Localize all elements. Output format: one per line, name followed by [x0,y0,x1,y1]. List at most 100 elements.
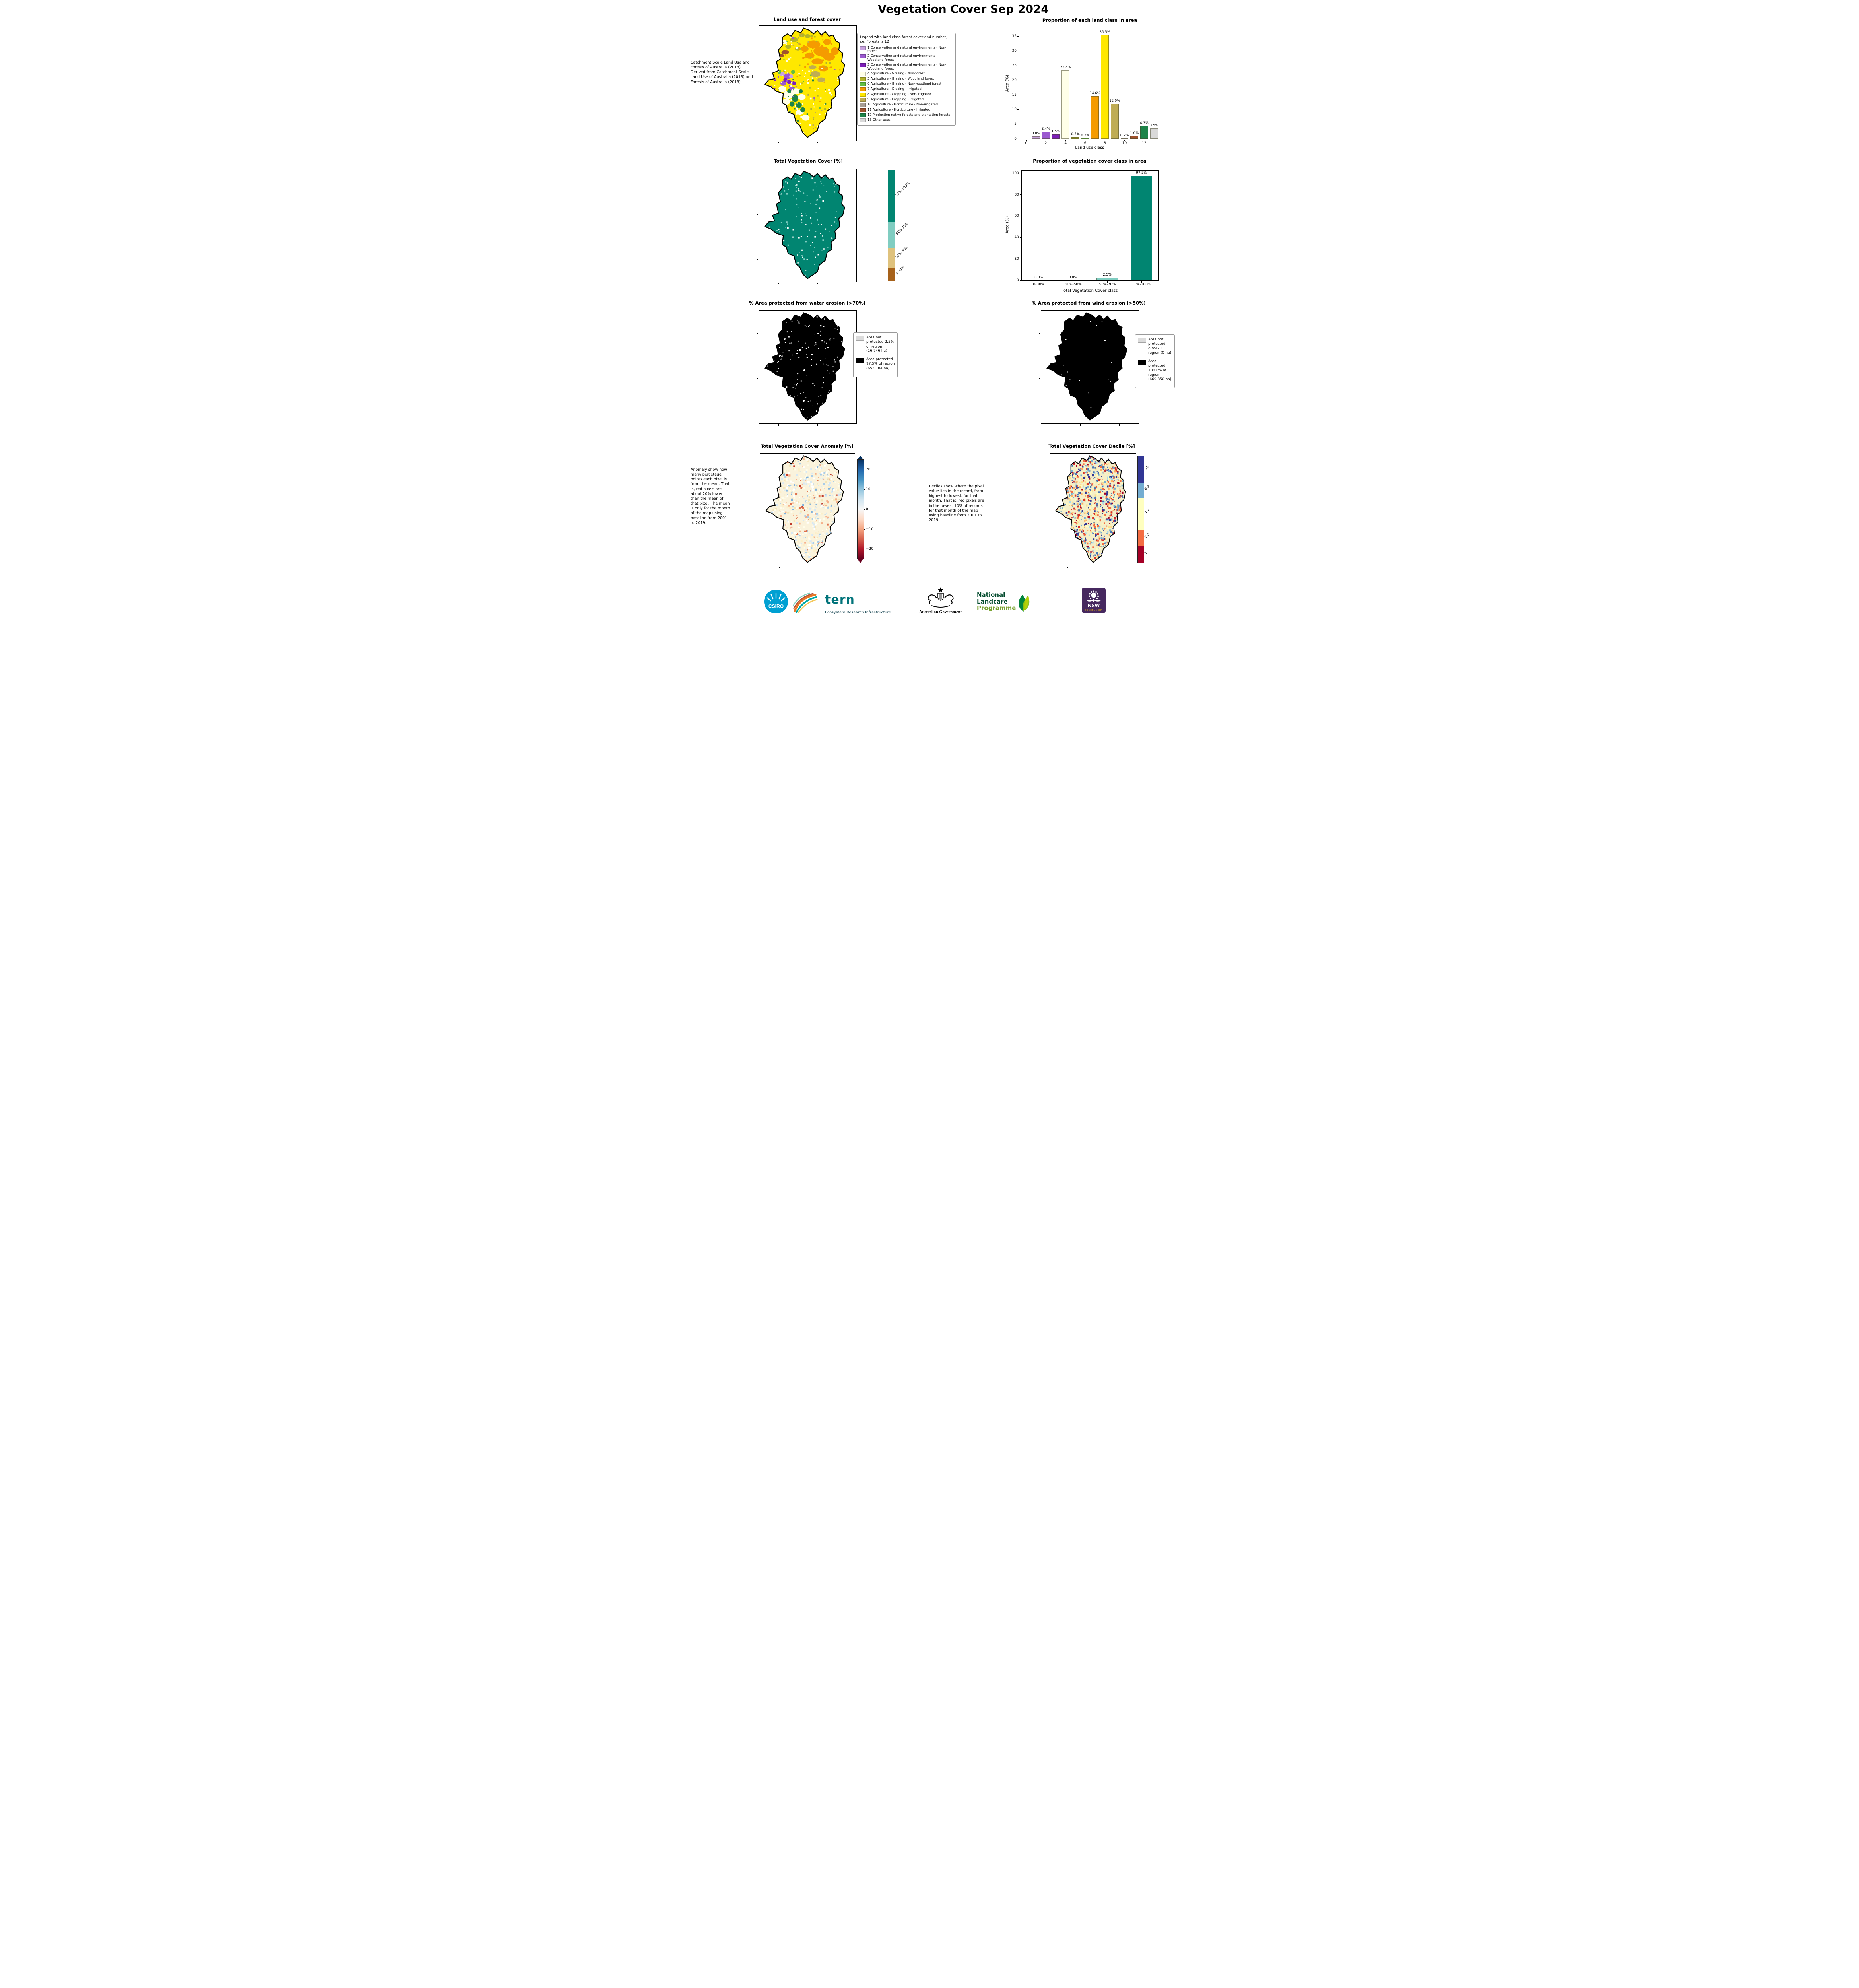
map-axis-tick [817,283,818,284]
water-erosion-raster [764,312,845,421]
legend-item: 8 Agriculture - Cropping - Non-irrigated [860,92,953,97]
bar-value-label: 1.5% [1051,129,1060,134]
x-tick [1026,140,1027,141]
colorbar-segment [888,268,895,281]
y-tick-label: 35 [1012,34,1017,39]
water-erosion-map [757,310,857,426]
decile-map-title: Total Vegetation Cover Decile [%] [1048,443,1135,449]
wind-erosion-legend: Area not protected 0.0% of region (0 ha)… [1135,334,1175,388]
bar [1120,138,1129,139]
map-raster-layer [1047,313,1127,420]
landclass-bar-chart: 0 5 10 15 20 25 30 35 0 2 4 6 8 10 12 0.8% 2.4% 1.5% 23.4%… [1012,29,1161,145]
bar [1061,70,1070,139]
anomaly-map [758,453,855,568]
legend-item: 9 Agriculture - Cropping - Irrigated [860,97,953,102]
colorbar-tick [864,529,865,530]
legend-swatch [860,103,866,107]
vegcover-colorbar: 71%-100% 51%-70% 31%-50% 0-30% [888,170,911,281]
legend-swatch [860,87,866,91]
y-tick-label: 20 [1014,257,1019,261]
colorbar-segment-label: 8-9 [1144,485,1151,491]
vegcover-map-title: Total Vegetation Cover [%] [774,158,843,164]
x-tick-label: 8 [1104,141,1106,145]
colorbar-segment-label: 31%-50% [895,245,910,260]
colorbar-segment [888,247,895,269]
legend-label: 5 Agriculture - Grazing - Woodland fores… [867,76,934,80]
legend-label: 2 Conservation and natural environments … [867,54,938,62]
x-tick-label: 71%-100% [1131,283,1151,287]
legend-label: 7 Agriculture - Grazing - Irrigated [867,86,922,91]
map-axis-tick [757,378,758,379]
tern-wordmark: tern [825,593,855,607]
legend-swatch [860,108,866,112]
map-axis-tick [757,259,758,260]
map-raster-layer [765,28,845,138]
x-tick-label: 0-30% [1033,283,1045,287]
y-tick-label: 40 [1014,235,1019,240]
bar-value-label: 1.0% [1130,131,1139,135]
legend-label: Area protected 100.0% of region (669,850… [1148,359,1172,381]
bar-value-label: 35.5% [1099,30,1110,34]
colorbar-segment [1138,529,1144,546]
bar [1096,278,1118,280]
landuse-map [757,25,857,143]
page-title: Vegetation Cover Sep 2024 [878,2,1049,16]
bar-value-label: 2.5% [1103,273,1112,277]
aboriginal-art-icon [792,592,818,614]
x-tick-label: 10 [1122,141,1127,145]
bar-value-label: 0.0% [1034,276,1043,280]
landuse-source-note: Catchment Scale Land Use and Forests of … [691,60,753,84]
nsw-government-wordmark: GOVERNMENT [1085,609,1102,612]
y-tick-label: 100 [1012,171,1019,175]
legend-item: Area protected 97.5% of region (653,104 … [856,357,895,371]
colorbar-segment [1138,456,1144,483]
x-tick-label: 0 [1025,141,1028,145]
australian-government-logo: Australian Government [912,587,969,614]
legend-swatch [860,92,866,97]
legend-label: 9 Agriculture - Cropping - Irrigated [867,97,924,101]
map-axis-tick [778,424,779,426]
decile-map [1048,453,1136,568]
legend-label: Area not protected 0.0% of region (0 ha) [1148,338,1172,355]
vegcover-raster [764,171,845,279]
region-outline [764,171,845,279]
colorbar-tick-label: −20 [866,547,873,551]
y-tick-label: 10 [1012,107,1017,112]
region-outline [1055,455,1126,563]
colorbar-segment-label: 10 [1144,464,1150,471]
landclass-chart-ylabel: Area (%) [1005,74,1010,92]
x-tick [1065,140,1066,141]
legend-swatch [1138,360,1146,365]
x-tick-label: 2 [1044,141,1047,145]
anomaly-raster [765,455,844,563]
colorbar-tick [864,509,865,510]
coat-of-arms-icon [927,587,954,608]
bar-value-label: 4.3% [1140,121,1149,126]
legend-label: 13 Other uses [867,117,891,122]
legend-swatch [1138,338,1146,343]
bar [1032,136,1040,139]
y-tick-label: 80 [1014,192,1019,197]
y-tick-label: 15 [1012,93,1017,97]
legend-item: 10 Agriculture - Horticulture - Non-irri… [860,102,953,107]
wind-erosion-map [1039,310,1139,426]
y-tick-label: 0 [1014,137,1017,141]
nsw-wordmark: NSW [1088,602,1100,608]
x-tick [1141,281,1142,283]
map-axis-tick [778,142,779,143]
colorbar-segment-label: 2-3 [1144,532,1151,539]
vegcover-map [757,169,857,284]
region-outline [1046,312,1127,421]
y-tick-label: 0 [1017,278,1019,282]
colorbar-gradient [857,459,864,559]
anomaly-colorbar: 20 10 0 −10 −20 [857,456,873,563]
legend-item: 11 Agriculture - Horticulture - Irrigate… [860,107,953,112]
x-tick [1124,140,1125,141]
map-axis-tick [779,567,780,568]
decile-colorbar: 10 8-9 4-7 2-3 1 [1137,456,1151,563]
bar [1081,138,1089,139]
legend-swatch [860,97,866,102]
legend-item: 7 Agriculture - Grazing - Irrigated [860,87,953,91]
map-axis-tick [1067,567,1068,568]
landuse-raster [764,27,845,138]
